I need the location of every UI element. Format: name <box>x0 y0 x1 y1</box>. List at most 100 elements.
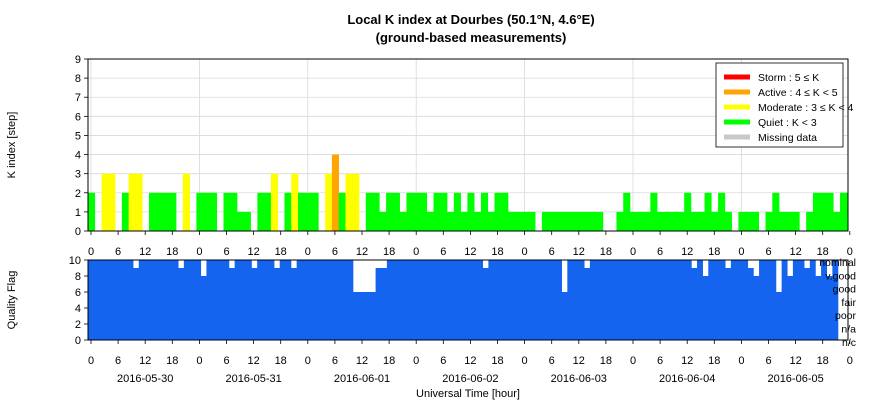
k-ytick-label: 9 <box>75 54 81 66</box>
quality-bar <box>392 260 399 340</box>
quality-bar <box>465 260 472 340</box>
quality-flag-label: good <box>833 284 857 296</box>
k-y-axis-label: K index [step] <box>6 112 18 179</box>
date-label: 2016-06-02 <box>442 373 498 385</box>
k-y-ticks: 0 1 2 3 4 5 6 7 8 9 <box>75 54 88 238</box>
quality-bar <box>832 260 839 340</box>
q-bars <box>88 260 839 340</box>
quality-bar <box>606 260 613 340</box>
q-xtick-label: 18 <box>600 355 612 367</box>
quality-bar <box>685 260 692 340</box>
k-index-bar <box>785 211 793 231</box>
k-index-bar <box>453 192 461 231</box>
q-ytick-label: 8 <box>75 271 81 283</box>
k-index-bar <box>108 173 116 231</box>
k-index-bar <box>447 211 455 231</box>
k-bars <box>88 154 848 231</box>
k-index-bar <box>846 192 848 231</box>
quality-bar <box>353 292 359 340</box>
quality-bar <box>494 260 500 340</box>
quality-bar <box>212 260 218 340</box>
k-index-bar <box>840 192 848 231</box>
k-index-bar <box>582 211 590 231</box>
k-index-bar <box>657 211 665 231</box>
k-xtick-label: 12 <box>356 246 368 258</box>
quality-bar <box>697 260 703 340</box>
q-ytick-label: 4 <box>75 303 81 315</box>
quality-bar <box>798 260 805 340</box>
date-labels: 2016-05-30 2016-05-31 2016-06-01 2016-06-02… <box>117 373 824 385</box>
quality-bar <box>629 260 636 340</box>
quality-bar <box>189 260 196 340</box>
k-index-bar <box>480 192 489 231</box>
quality-bar <box>578 260 585 340</box>
k-xtick-label: 0 <box>738 246 744 258</box>
k-ytick-label: 3 <box>75 169 81 181</box>
q-xtick-label: 12 <box>356 355 368 367</box>
quality-bar <box>116 260 123 340</box>
k-index-bar <box>474 211 482 231</box>
k-index-bar <box>352 173 360 231</box>
quality-bar <box>674 260 681 340</box>
q-xtick-label: 12 <box>681 355 693 367</box>
quality-flag-label: nominal <box>819 257 856 269</box>
k-index-bar <box>426 211 434 231</box>
quality-bar <box>544 260 551 340</box>
quality-bar <box>234 260 241 340</box>
k-index-bar <box>257 192 265 231</box>
quality-bar <box>612 260 619 340</box>
q-xtick-label: 6 <box>332 355 338 367</box>
quality-bar <box>725 268 732 340</box>
quality-bar <box>223 260 230 340</box>
quality-bar <box>448 260 455 340</box>
q-xtick-label: 6 <box>440 355 446 367</box>
k-index-bar <box>230 192 238 231</box>
k-index-bar <box>494 192 502 231</box>
quality-bar <box>99 260 106 340</box>
k-index-bar <box>440 192 448 231</box>
q-xtick-label: 0 <box>522 355 528 367</box>
legend: Storm : 5 ≤ K Active : 4 ≤ K < 5 Moderate … <box>715 62 854 148</box>
k-index-bar <box>128 173 136 231</box>
k-xtick-label: 0 <box>413 246 419 258</box>
k-xtick-label: 18 <box>275 246 287 258</box>
k-ytick-label: 7 <box>75 92 81 104</box>
q-y-axis-label: Quality Flag <box>6 271 18 330</box>
quality-bar <box>708 260 715 340</box>
quality-bar <box>595 260 602 340</box>
quality-bar <box>133 268 140 340</box>
k-index-bar <box>724 211 732 231</box>
quality-bar <box>398 260 405 340</box>
k-xtick-label: 12 <box>789 246 801 258</box>
q-xtick-label: 0 <box>738 355 744 367</box>
quality-bar <box>93 260 100 340</box>
k-xtick-label: 12 <box>139 246 151 258</box>
k-index-bar <box>704 192 712 231</box>
quality-bar <box>364 292 371 340</box>
quality-bar <box>601 260 608 340</box>
k-index-bar <box>528 211 536 231</box>
k-index-bar <box>345 173 353 231</box>
k-index-bar <box>392 192 400 231</box>
quality-bar <box>804 268 811 340</box>
q-xtick-label: 18 <box>166 355 178 367</box>
quality-bar <box>809 260 816 340</box>
quality-bar <box>138 260 145 340</box>
date-label: 2016-06-03 <box>551 373 607 385</box>
k-xtick-label: 12 <box>573 246 585 258</box>
k-index-bar <box>386 192 394 231</box>
k-index-bar <box>812 192 821 231</box>
k-index-bar <box>738 211 746 231</box>
k-index-bar <box>819 192 827 231</box>
quality-bar <box>166 260 173 340</box>
q-ytick-label: 6 <box>75 287 81 299</box>
quality-bar <box>477 260 484 340</box>
quality-bar <box>409 260 416 340</box>
k-index-bar <box>548 211 556 231</box>
quality-bar <box>775 292 782 340</box>
q-xtick-label: 12 <box>139 355 151 367</box>
k-xtick-label: 18 <box>491 246 503 258</box>
quality-bar <box>313 260 320 340</box>
k-ytick-label: 4 <box>75 150 81 162</box>
